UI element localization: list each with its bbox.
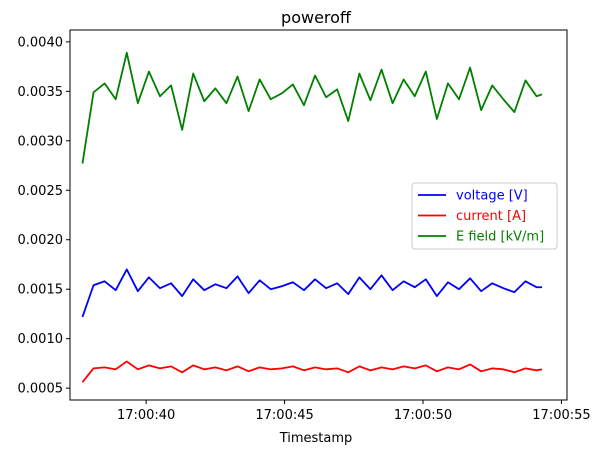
y-tick-label: 0.0015 <box>18 283 64 298</box>
legend-label: voltage [V] <box>456 189 528 204</box>
series-line-1 <box>81 268 543 318</box>
legend-label: current [A] <box>456 209 526 224</box>
axes-frame <box>69 29 568 401</box>
chart-title: poweroff <box>281 8 352 27</box>
y-tick-label: 0.0010 <box>18 332 64 347</box>
axes-layer: 0.0005 0.0010 0.0015 0.0020 0.0025 0.0030 0.00… <box>18 29 591 423</box>
x-tick-label: 17:00:45 <box>255 408 313 423</box>
y-tick-label: 0.0005 <box>18 382 64 397</box>
y-tick-label: 0.0020 <box>18 233 64 248</box>
y-tick-label: 0.0035 <box>18 85 64 100</box>
x-tick-label: 17:00:50 <box>394 408 452 423</box>
x-axis-label: Timestamp <box>279 431 353 446</box>
series-layer <box>81 51 543 383</box>
series-line-2 <box>81 360 543 383</box>
x-tick-label: 17:00:40 <box>117 408 175 423</box>
y-tick-label: 0.0025 <box>18 184 64 199</box>
y-tick-label: 0.0040 <box>18 35 64 50</box>
series-line-3 <box>81 51 543 164</box>
legend-label: E field [kV/m] <box>456 230 544 245</box>
legend-box <box>411 182 558 250</box>
y-tick-label: 0.0030 <box>18 134 64 149</box>
legend: voltage [V] current [A] E field [kV/m] <box>411 182 558 250</box>
x-tick-label: 17:00:55 <box>532 408 590 423</box>
